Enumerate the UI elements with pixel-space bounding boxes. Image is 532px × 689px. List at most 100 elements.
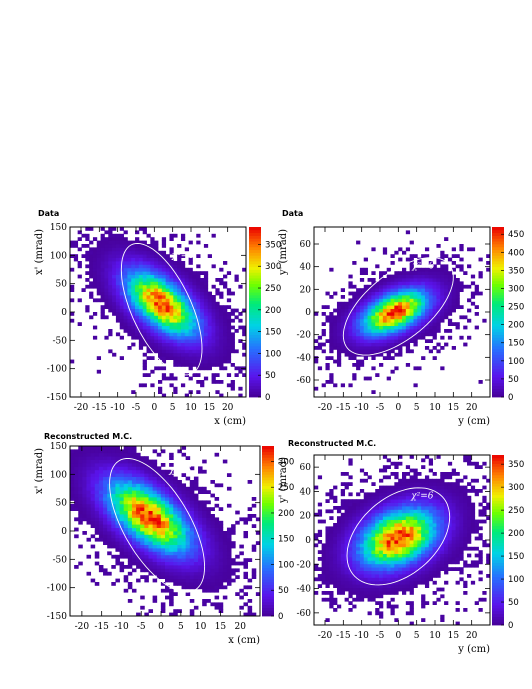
heatmap-cell	[375, 318, 380, 323]
heatmap-cell	[203, 315, 209, 320]
heatmap-cell	[436, 291, 441, 296]
heatmap-cell	[131, 291, 136, 296]
heatmap-cell	[115, 558, 120, 562]
heatmap-cell	[386, 502, 391, 507]
heatmap-cell	[333, 553, 338, 558]
heatmap-cell	[363, 332, 368, 337]
heatmap-cell	[459, 506, 464, 510]
heatmap-cell	[363, 587, 368, 592]
heatmap-cell	[184, 352, 190, 357]
heatmap-cell	[356, 550, 361, 554]
heatmap-cell	[203, 342, 209, 347]
heatmap-cell	[196, 329, 201, 333]
heatmap-cell	[421, 557, 426, 561]
heatmap-cell	[398, 455, 403, 459]
heatmap-cell	[169, 291, 174, 296]
heatmap-cell	[152, 497, 158, 501]
heatmap-cell	[417, 502, 422, 507]
heatmap-cell	[321, 332, 326, 337]
heatmap-cell	[428, 529, 434, 534]
heatmap-cell	[184, 301, 190, 306]
heatmap-cell	[214, 544, 220, 549]
y-tick-label: 0	[61, 527, 67, 537]
heatmap-cell	[467, 264, 472, 269]
heatmap-cell	[138, 227, 144, 231]
heatmap-cell	[173, 233, 178, 238]
heatmap-cell	[161, 264, 167, 269]
heatmap-cell	[180, 233, 186, 238]
heatmap-cell	[115, 527, 120, 532]
heatmap-cell	[90, 452, 96, 457]
heatmap-cell	[156, 517, 162, 522]
colorbar-segment	[262, 491, 274, 495]
heatmap-cell	[390, 342, 395, 347]
heatmap-cell	[344, 587, 349, 592]
heatmap-cell	[165, 295, 170, 299]
heatmap-cell	[409, 546, 414, 551]
panel-title: Data	[282, 209, 303, 218]
heatmap-cell	[375, 312, 380, 316]
heatmap-cell	[202, 459, 207, 464]
heatmap-cell	[181, 490, 187, 494]
heatmap-cell	[85, 284, 90, 289]
heatmap-cell	[428, 278, 434, 282]
heatmap-cell	[169, 514, 174, 518]
heatmap-cell	[103, 459, 108, 464]
heatmap-cell	[417, 274, 422, 279]
heatmap-cell	[138, 281, 144, 286]
heatmap-cell	[336, 329, 342, 333]
heatmap-cell	[115, 295, 121, 299]
heatmap-cell	[169, 548, 174, 552]
heatmap-cell	[333, 308, 338, 313]
heatmap-cell	[154, 322, 159, 326]
heatmap-cell	[317, 502, 323, 507]
heatmap-cell	[467, 529, 472, 534]
heatmap-cell	[211, 380, 216, 384]
heatmap-cell	[478, 257, 483, 262]
heatmap-cell	[231, 568, 236, 573]
heatmap-cell	[371, 509, 376, 514]
colorbar-tick-label: 150	[265, 328, 281, 338]
heatmap-cell	[177, 288, 182, 292]
heatmap-cell	[89, 264, 94, 269]
heatmap-cell	[363, 312, 368, 316]
heatmap-cell	[359, 546, 365, 551]
heatmap-cell	[119, 565, 125, 569]
heatmap-cell	[144, 469, 149, 474]
heatmap-cell	[173, 578, 178, 583]
heatmap-cell	[136, 612, 141, 617]
heatmap-cell	[321, 553, 326, 558]
heatmap-cell	[90, 544, 96, 549]
heatmap-cell	[142, 278, 147, 282]
heatmap-cell	[77, 264, 82, 269]
heatmap-cell	[417, 523, 422, 527]
heatmap-cell	[192, 298, 197, 303]
heatmap-cell	[333, 322, 338, 326]
heatmap-cell	[363, 329, 368, 333]
heatmap-cell	[100, 305, 105, 309]
heatmap-cell	[386, 601, 391, 605]
heatmap-cell	[74, 469, 79, 474]
heatmap-cell	[359, 339, 365, 343]
heatmap-cell	[131, 288, 136, 292]
heatmap-cell	[336, 519, 342, 524]
heatmap-cell	[402, 288, 407, 292]
heatmap-cell	[154, 247, 159, 252]
heatmap-cell	[188, 240, 193, 245]
heatmap-cell	[173, 592, 178, 596]
heatmap-cell	[428, 478, 434, 483]
heatmap-cell	[223, 325, 228, 330]
heatmap-cell	[375, 346, 380, 350]
heatmap-cell	[455, 495, 460, 500]
heatmap-cell	[138, 298, 144, 303]
heatmap-cell	[177, 318, 182, 323]
heatmap-cell	[181, 452, 187, 457]
heatmap-cell	[348, 594, 353, 599]
heatmap-cell	[348, 346, 353, 350]
heatmap-cell	[90, 480, 96, 484]
heatmap-cell	[379, 516, 384, 520]
heatmap-cell	[112, 250, 117, 255]
heatmap-cell	[135, 278, 140, 282]
heatmap-cell	[111, 452, 116, 457]
